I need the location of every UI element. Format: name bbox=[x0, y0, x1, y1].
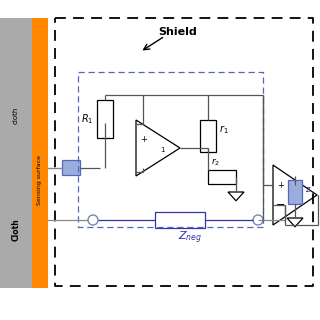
Circle shape bbox=[253, 215, 263, 225]
Text: $Z_{neg}$: $Z_{neg}$ bbox=[178, 230, 202, 246]
Text: +: + bbox=[277, 180, 284, 189]
Bar bbox=[155, 212, 205, 228]
Polygon shape bbox=[228, 192, 244, 201]
Polygon shape bbox=[136, 120, 180, 176]
Bar bbox=[0, 18, 32, 288]
Text: 1: 1 bbox=[160, 147, 164, 153]
Bar bbox=[62, 160, 80, 175]
Bar bbox=[97, 100, 113, 138]
Bar bbox=[200, 120, 216, 152]
Circle shape bbox=[88, 215, 98, 225]
Polygon shape bbox=[273, 165, 317, 225]
Polygon shape bbox=[287, 218, 303, 227]
Text: Shield: Shield bbox=[159, 27, 197, 37]
Text: $r_2$: $r_2$ bbox=[212, 156, 220, 168]
Text: −: − bbox=[276, 200, 286, 210]
Text: Sensing surface: Sensing surface bbox=[37, 155, 43, 205]
Bar bbox=[288, 180, 302, 204]
Text: $r_1$: $r_1$ bbox=[219, 124, 229, 136]
Text: Cloth: Cloth bbox=[12, 219, 20, 241]
Text: $z$: $z$ bbox=[305, 186, 311, 195]
Text: $R_1$: $R_1$ bbox=[81, 112, 93, 126]
Bar bbox=[208, 170, 236, 184]
Bar bbox=[32, 18, 48, 288]
Text: +: + bbox=[140, 135, 148, 145]
Text: cloth: cloth bbox=[13, 106, 19, 124]
